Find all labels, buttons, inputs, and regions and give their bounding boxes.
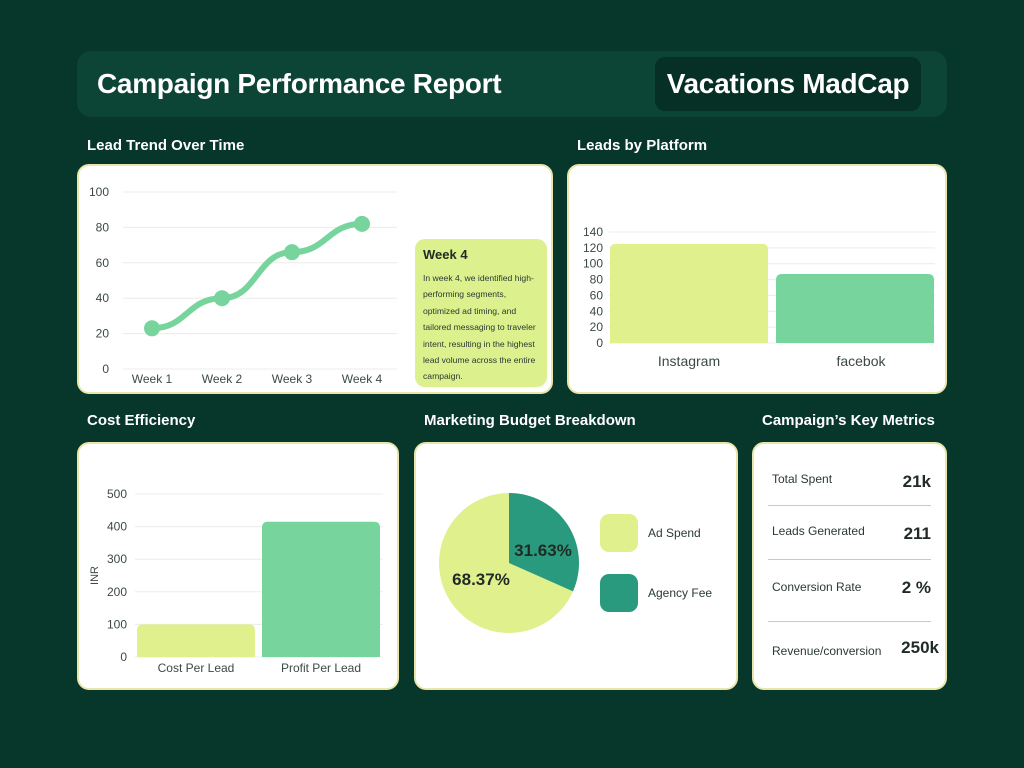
budget-pie-chart: 68.37%31.63% <box>439 493 579 633</box>
metric-row-leads-generated: Leads Generated 211 <box>768 506 931 560</box>
lead-point-3 <box>284 244 300 261</box>
y-tick-label: 20 <box>590 320 604 334</box>
metric-row-total-spent: Total Spent 21k <box>768 452 931 506</box>
y-tick-label: 120 <box>583 241 603 255</box>
key-metrics-panel: Total Spent 21k Leads Generated 211 Conv… <box>752 442 947 690</box>
x-tick-label: Instagram <box>658 353 720 369</box>
legend-ad-spend: Ad Spend <box>600 514 701 552</box>
metric-value: 21k <box>902 472 931 491</box>
platform-bar-facebok <box>776 274 934 343</box>
cost-efficiency-title: Cost Efficiency <box>87 412 196 429</box>
header-bar: Campaign Performance Report Vacations Ma… <box>77 51 947 117</box>
y-tick-label: 400 <box>107 520 127 534</box>
cost-bar-2 <box>262 521 380 657</box>
leads-platform-panel: 0 20 40 60 80 100 120 140 Instagram facebok <box>567 164 947 394</box>
y-axis-label: INR <box>89 566 101 585</box>
report-title: Campaign Performance Report <box>97 68 502 99</box>
y-tick-label: 60 <box>590 288 604 302</box>
y-tick-label: 80 <box>96 220 110 234</box>
x-tick-label: Profit Per Lead <box>281 661 361 675</box>
metric-value: 211 <box>903 524 931 543</box>
x-tick-label: Week 4 <box>342 372 383 386</box>
x-tick-label: Week 3 <box>272 372 313 386</box>
metric-label: Total Spent <box>772 472 833 486</box>
metric-value: 2 % <box>901 578 931 597</box>
metric-label: Leads Generated <box>772 524 865 538</box>
legend-label-agency-fee: Agency Fee <box>648 586 713 600</box>
x-tick-label: Cost Per Lead <box>158 661 235 675</box>
lead-point-1 <box>144 320 160 337</box>
legend-swatch-agency-fee <box>600 574 638 612</box>
lead-trend-chart: 0 20 40 60 80 100 Week 1 Week 2 Week 3 Week 4 <box>89 185 397 386</box>
x-tick-label: Week 2 <box>202 372 243 386</box>
lead-trend-panel: 0 20 40 60 80 100 Week 1 Week 2 Week 3 Week 4 Wee… <box>77 164 553 394</box>
pie-slice-agency-fee <box>509 493 579 592</box>
y-tick-label: 300 <box>107 552 127 566</box>
y-tick-label: 200 <box>107 585 127 599</box>
cost-efficiency-panel: 0 100 200 300 400 500 INR Cost Per Lead Profit P… <box>77 442 399 690</box>
cost-efficiency-chart: 0 100 200 300 400 500 INR Cost Per Lead Profit P… <box>89 487 383 675</box>
pie-value-label: 68.37% <box>452 570 510 589</box>
week4-callout: Week 4 In week 4, we identified high-per… <box>415 239 547 387</box>
metric-value: 250k <box>901 638 939 657</box>
legend-swatch-ad-spend <box>600 514 638 552</box>
pie-value-label: 31.63% <box>514 541 572 560</box>
y-tick-label: 140 <box>583 225 603 239</box>
y-tick-label: 0 <box>102 362 109 376</box>
legend-agency-fee: Agency Fee <box>600 574 712 612</box>
y-tick-label: 500 <box>107 487 127 501</box>
budget-title: Marketing Budget Breakdown <box>424 412 636 429</box>
y-tick-label: 100 <box>583 257 603 271</box>
platform-bar-instagram <box>610 243 768 343</box>
callout-title: Week 4 <box>423 247 468 262</box>
y-tick-label: 0 <box>120 650 127 664</box>
cost-bar-1 <box>137 624 255 657</box>
y-tick-label: 60 <box>96 256 110 270</box>
lead-trend-title: Lead Trend Over Time <box>87 137 245 154</box>
y-tick-label: 40 <box>96 291 110 305</box>
x-tick-label: facebok <box>836 353 886 369</box>
metric-row-revenue-conversion: Revenue/conversion 250k <box>768 622 939 676</box>
pie-slice-ad-spend <box>439 493 574 633</box>
y-tick-label: 100 <box>107 617 127 631</box>
lead-point-2 <box>214 290 230 307</box>
callout-body: In week 4, we identified high-performing… <box>423 273 536 382</box>
metric-row-conversion-rate: Conversion Rate 2 % <box>768 560 931 622</box>
metric-label: Conversion Rate <box>772 580 862 594</box>
legend-label-ad-spend: Ad Spend <box>648 526 701 540</box>
lead-point-4 <box>354 215 370 232</box>
budget-panel: 68.37% 31.63% Ad Spend Agency Fee <box>414 442 738 690</box>
brand-label: Vacations MadCap <box>655 57 921 111</box>
y-tick-label: 80 <box>590 273 604 287</box>
y-tick-label: 0 <box>596 336 603 350</box>
y-tick-label: 20 <box>96 327 110 341</box>
leads-platform-title: Leads by Platform <box>577 137 708 154</box>
x-tick-label: Week 1 <box>132 372 173 386</box>
y-tick-label: 100 <box>89 185 109 199</box>
metric-label: Revenue/conversion <box>772 644 882 658</box>
lead-trend-line <box>149 220 365 332</box>
key-metrics-title: Campaign’s Key Metrics <box>762 412 935 429</box>
y-tick-label: 40 <box>590 304 604 318</box>
